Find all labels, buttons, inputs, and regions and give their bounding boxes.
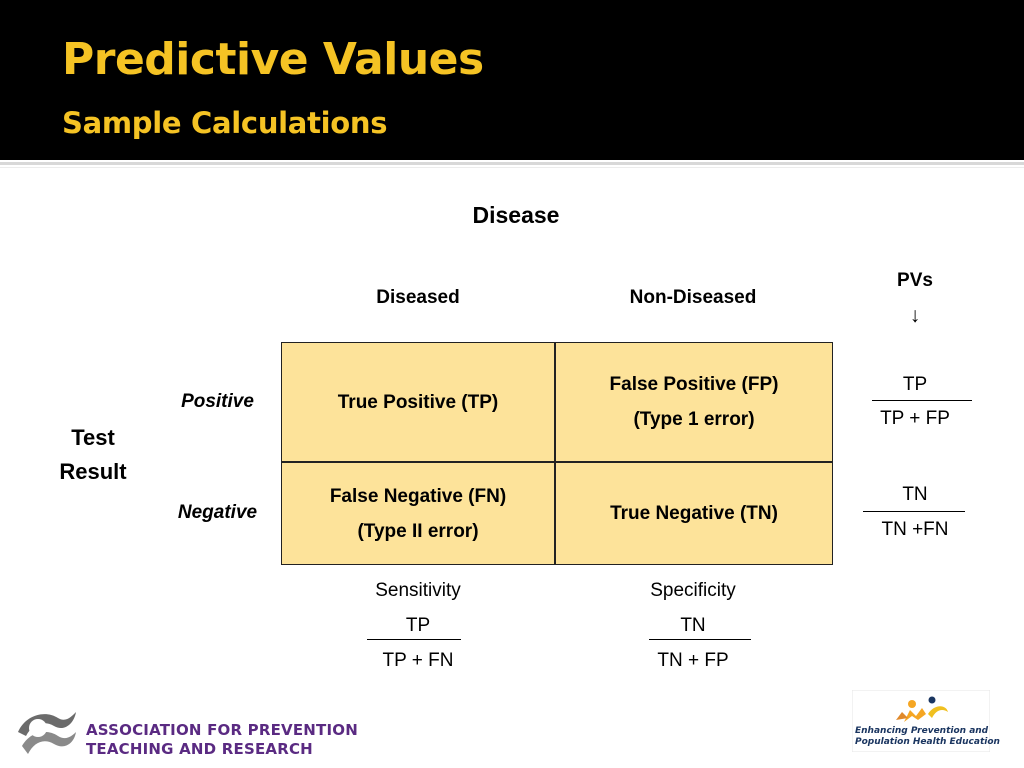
figures-logo-line2: Population Health Education: [855, 737, 1000, 747]
sensitivity-label: Sensitivity: [375, 580, 461, 601]
header-divider-thin: [0, 167, 1024, 168]
ppv-numerator: TP: [902, 374, 928, 395]
slide-title: Predictive Values: [62, 34, 484, 85]
title-bar: Predictive Values Sample Calculations: [0, 0, 1024, 160]
slide-subtitle: Sample Calculations: [62, 106, 388, 140]
cell-false-positive: False Positive (FP) (Type 1 error): [556, 343, 832, 461]
row-group-label-result: Result: [59, 459, 127, 484]
cell-fn-line1: False Negative (FN): [329, 485, 507, 507]
header-divider: [0, 162, 1024, 165]
specificity-denominator: TN + FP: [657, 650, 729, 671]
npv-numerator: TN: [902, 484, 928, 505]
cell-fp-line1: False Positive (FP): [609, 374, 779, 395]
cell-fn-line2: (Type II error): [357, 520, 479, 542]
npv-denominator: TN +FN: [881, 519, 949, 540]
npv-fraction-bar: [863, 511, 965, 512]
figures-logo-icon: [852, 690, 990, 752]
row-header-positive: Positive: [181, 391, 254, 412]
sensitivity-denominator: TP + FN: [382, 650, 454, 671]
column-header-non-diseased: Non-Diseased: [629, 287, 757, 308]
aptr-logo-line2: TEACHING AND RESEARCH: [86, 740, 313, 758]
cell-true-positive: True Positive (TP): [282, 343, 554, 461]
specificity-numerator: TN: [680, 615, 706, 636]
cell-false-negative: False Negative (FN) (Type II error): [282, 463, 554, 564]
aptr-wave-logo-icon: [18, 712, 76, 754]
disease-header: Disease: [472, 202, 560, 228]
column-header-diseased: Diseased: [376, 287, 460, 308]
sensitivity-numerator: TP: [405, 615, 431, 636]
pvs-label: PVs: [897, 270, 933, 291]
specificity-label: Specificity: [650, 580, 736, 601]
aptr-logo-line1: ASSOCIATION FOR PREVENTION: [86, 721, 358, 739]
cell-tp-text: True Positive (TP): [337, 391, 499, 413]
row-header-negative: Negative: [177, 502, 258, 523]
sensitivity-fraction-bar: [367, 639, 461, 640]
ppv-fraction-bar: [872, 400, 972, 401]
cell-tn-text: True Negative (TN): [610, 503, 778, 524]
row-group-label-test: Test: [71, 425, 115, 450]
cell-true-negative: True Negative (TN): [556, 463, 832, 564]
table-divider-vertical: [554, 342, 556, 565]
figures-logo-line1: Enhancing Prevention and: [855, 726, 989, 736]
specificity-fraction-bar: [649, 639, 751, 640]
cell-fp-line2: (Type 1 error): [633, 409, 755, 430]
ppv-denominator: TP + FP: [880, 408, 950, 429]
table-divider-horizontal: [281, 461, 833, 463]
contingency-table: [281, 342, 833, 565]
down-arrow-icon: ↓: [909, 304, 921, 327]
